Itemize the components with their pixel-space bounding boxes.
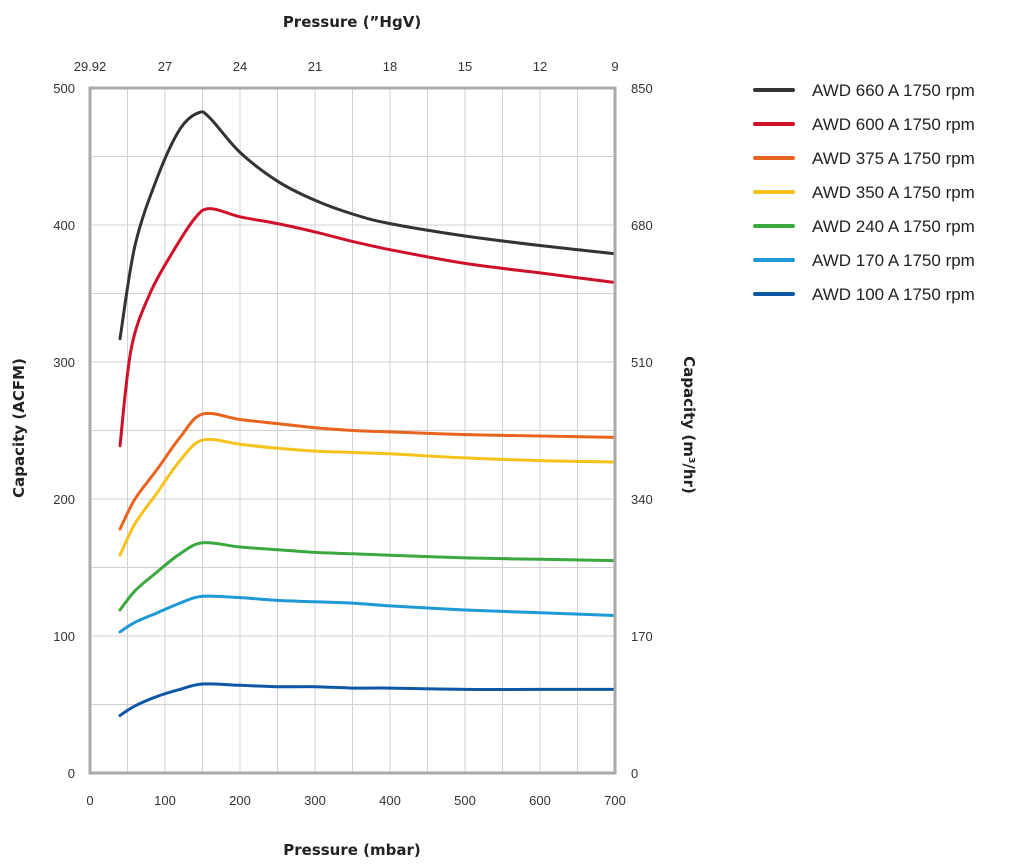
y2-tick-label: 0 [631, 766, 638, 781]
x2-tick-label: 29.92 [74, 59, 107, 74]
series-line-1 [118, 110, 617, 341]
x2-tick-label: 27 [158, 59, 172, 74]
y2-tick-label: 850 [631, 81, 653, 96]
y2-tick-label: 170 [631, 629, 653, 644]
y-tick-label: 200 [53, 492, 75, 507]
legend-label-5: AWD 240 A 1750 rpm [812, 217, 975, 236]
x-tick-label: 100 [154, 793, 176, 808]
legend-label-7: AWD 100 A 1750 rpm [812, 285, 975, 304]
y2-tick-label: 510 [631, 355, 653, 370]
left-axis-title: Capacity (ACFM) [10, 358, 28, 498]
y-tick-label: 100 [53, 629, 75, 644]
bottom-axis-title: Pressure (mbar) [283, 841, 421, 859]
y2-tick-label: 680 [631, 218, 653, 233]
y-tick-label: 0 [68, 766, 75, 781]
series-line-7 [118, 682, 617, 717]
y-tick-label: 500 [53, 81, 75, 96]
x-tick-label: 300 [304, 793, 326, 808]
series-line-6 [118, 594, 617, 634]
series-line-3 [118, 411, 617, 531]
x-tick-label: 0 [86, 793, 93, 808]
x2-tick-label: 9 [611, 59, 618, 74]
series-line-2 [118, 207, 617, 448]
plot-frame [88, 86, 617, 775]
x-tick-label: 400 [379, 793, 401, 808]
right-axis-title: Capacity (m³/hr) [680, 356, 698, 494]
x-tick-label: 500 [454, 793, 476, 808]
y-tick-label: 300 [53, 355, 75, 370]
series-line-4 [118, 437, 617, 557]
x2-tick-label: 12 [533, 59, 547, 74]
x-tick-label: 200 [229, 793, 251, 808]
x2-tick-label: 15 [458, 59, 472, 74]
legend-label-2: AWD 600 A 1750 rpm [812, 115, 975, 134]
y2-tick-label: 340 [631, 492, 653, 507]
y-tick-label: 400 [53, 218, 75, 233]
legend-label-6: AWD 170 A 1750 rpm [812, 251, 975, 270]
legend: AWD 660 A 1750 rpm AWD 600 A 1750 rpm AWD … [753, 81, 975, 304]
x-tick-label: 700 [604, 793, 626, 808]
tick-labels: 0 100 200 300 400 500 600 700 29.92 27 24 21 18 15 12 9… [53, 59, 652, 808]
x-tick-label: 600 [529, 793, 551, 808]
legend-label-3: AWD 375 A 1750 rpm [812, 149, 975, 168]
legend-label-4: AWD 350 A 1750 rpm [812, 183, 975, 202]
x2-tick-label: 21 [308, 59, 322, 74]
series-line-5 [118, 541, 617, 612]
top-axis-title: Pressure (”HgV) [283, 13, 421, 31]
series-lines [118, 110, 617, 717]
legend-label-1: AWD 660 A 1750 rpm [812, 81, 975, 100]
x2-tick-label: 24 [233, 59, 247, 74]
x2-tick-label: 18 [383, 59, 397, 74]
